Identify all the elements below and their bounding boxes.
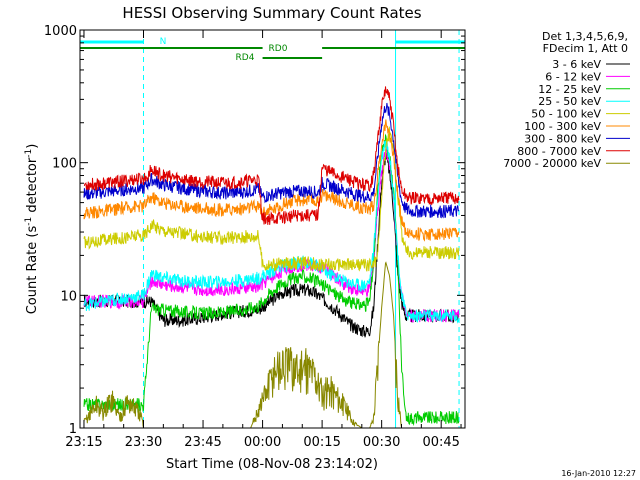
annotation-n-label: N <box>160 37 167 47</box>
legend-header-line-2: FDecim 1, Att 0 <box>543 42 628 55</box>
series-line-7 <box>83 102 460 219</box>
plot-frame <box>79 29 466 429</box>
legend-label-3: 12 - 25 keV <box>538 83 601 96</box>
legend-label-8: 800 - 7000 keV <box>517 145 601 158</box>
plot-inner <box>80 30 465 428</box>
x-tick-label-7: 00:45 <box>422 435 459 450</box>
chart-title: HESSI Observing Summary Count Rates <box>122 4 421 22</box>
y-tick-label-1: 1 <box>69 422 77 437</box>
x-tick-label-4: 00:00 <box>244 435 281 450</box>
annotation-rd4-label: RD4 <box>236 53 255 63</box>
series-line-9 <box>83 261 459 428</box>
x-tick-label-3: 23:45 <box>184 435 221 450</box>
legend-label-6: 100 - 300 keV <box>524 120 601 133</box>
x-tick-label-1: 23:15 <box>65 435 102 450</box>
y-tick-label-2: 10 <box>60 289 77 304</box>
series-line-2 <box>83 146 460 323</box>
legend-label-9: 7000 - 20000 keV <box>503 157 601 170</box>
legend-label-1: 3 - 6 keV <box>552 58 601 71</box>
x-axis-label: Start Time (08-Nov-08 23:14:02) <box>166 457 378 472</box>
y-axis: 1 10 100 1000 <box>44 24 465 437</box>
legend-label-7: 300 - 800 keV <box>524 132 601 145</box>
legend-label-5: 50 - 100 keV <box>531 108 601 121</box>
x-tick-label-5: 00:15 <box>303 435 340 450</box>
x-tick-label-2: 23:30 <box>125 435 162 450</box>
series-line-6 <box>83 119 460 242</box>
x-tick-label-6: 00:30 <box>363 435 400 450</box>
x-axis: 23:15 23:30 23:45 00:00 00:15 00:30 00:45 <box>65 30 462 450</box>
legend-header-line-1: Det 1,3,4,5,6,9, <box>542 30 628 43</box>
series-line-1 <box>83 153 460 338</box>
legend-label-2: 6 - 12 keV <box>545 70 601 83</box>
series-line-8 <box>83 86 460 225</box>
plot-area: N RD0 RD4 <box>80 30 465 428</box>
timestamp: 16-Jan-2010 12:27 <box>561 469 636 478</box>
legend: Det 1,3,4,5,6,9, FDecim 1, Att 0 3 - 6 k… <box>503 30 630 170</box>
y-tick-label-4: 1000 <box>44 24 77 39</box>
y-tick-label-3: 100 <box>52 157 77 172</box>
series-line-4 <box>83 140 460 324</box>
legend-label-4: 25 - 50 keV <box>538 95 601 108</box>
annotation-rd0-label: RD0 <box>269 44 288 54</box>
y-axis-label: Count Rate (s-1 detector-1) <box>24 144 40 315</box>
